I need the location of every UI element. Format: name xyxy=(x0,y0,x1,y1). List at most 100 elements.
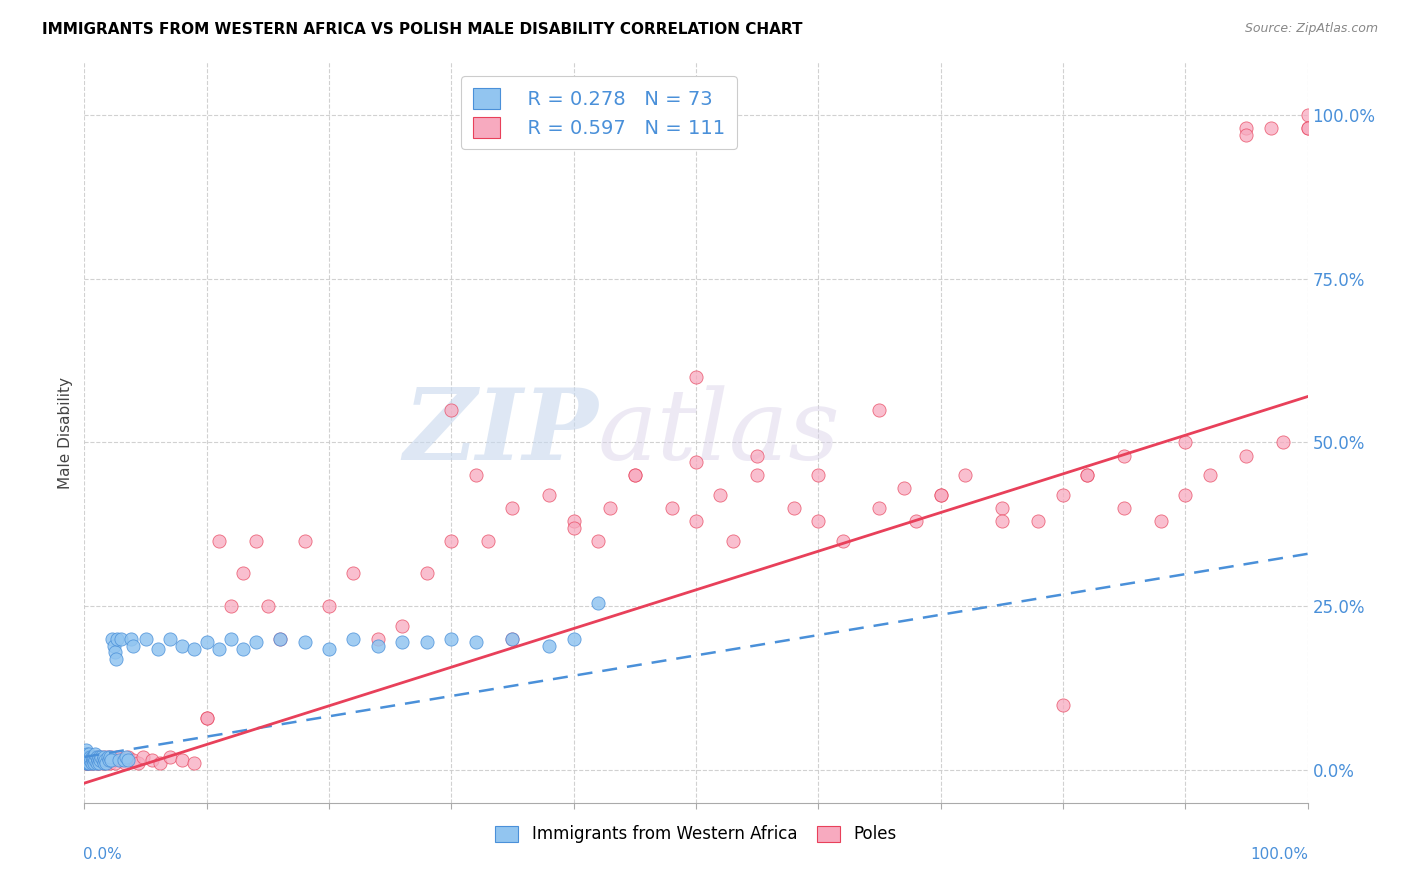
Point xyxy=(245,635,267,649)
Point xyxy=(93,750,115,764)
Point xyxy=(929,488,952,502)
Point xyxy=(79,750,101,764)
Point xyxy=(80,753,103,767)
Point xyxy=(75,750,97,764)
Point xyxy=(79,756,101,771)
Point xyxy=(1114,449,1136,463)
Point xyxy=(685,514,707,528)
Point xyxy=(107,753,129,767)
Point xyxy=(1236,128,1258,142)
Point xyxy=(367,639,389,653)
Point xyxy=(98,756,121,771)
Point xyxy=(269,632,291,646)
Point xyxy=(77,750,100,764)
Point xyxy=(219,599,242,614)
Point xyxy=(146,641,169,656)
Point xyxy=(1198,468,1220,483)
Point xyxy=(562,514,585,528)
Point xyxy=(257,599,280,614)
Point xyxy=(709,488,731,502)
Point xyxy=(114,756,136,771)
Point xyxy=(101,632,124,646)
Text: Source: ZipAtlas.com: Source: ZipAtlas.com xyxy=(1244,22,1378,36)
Point xyxy=(79,753,101,767)
Point xyxy=(599,500,621,515)
Point xyxy=(1260,120,1282,135)
Point xyxy=(75,743,97,757)
Point xyxy=(76,750,98,764)
Point xyxy=(100,753,122,767)
Point xyxy=(318,599,340,614)
Point xyxy=(80,750,103,764)
Point xyxy=(562,521,585,535)
Point xyxy=(807,468,830,483)
Point xyxy=(477,533,499,548)
Point xyxy=(83,753,105,767)
Point xyxy=(110,753,132,767)
Y-axis label: Male Disability: Male Disability xyxy=(58,376,73,489)
Point xyxy=(183,756,205,771)
Point xyxy=(991,500,1014,515)
Text: IMMIGRANTS FROM WESTERN AFRICA VS POLISH MALE DISABILITY CORRELATION CHART: IMMIGRANTS FROM WESTERN AFRICA VS POLISH… xyxy=(42,22,803,37)
Point xyxy=(807,514,830,528)
Point xyxy=(440,533,463,548)
Point xyxy=(77,753,100,767)
Point xyxy=(232,641,254,656)
Point xyxy=(96,756,118,771)
Point xyxy=(391,635,413,649)
Point xyxy=(624,468,647,483)
Point xyxy=(342,632,364,646)
Point xyxy=(721,533,744,548)
Point xyxy=(82,753,104,767)
Point xyxy=(586,533,609,548)
Point xyxy=(87,756,110,771)
Point xyxy=(1114,500,1136,515)
Point xyxy=(1052,698,1074,712)
Point xyxy=(342,566,364,581)
Point xyxy=(135,632,157,646)
Point xyxy=(100,750,122,764)
Point xyxy=(97,750,120,764)
Point xyxy=(149,756,172,771)
Point xyxy=(783,500,806,515)
Point xyxy=(87,756,110,771)
Point xyxy=(1174,488,1197,502)
Point xyxy=(1150,514,1173,528)
Point xyxy=(1052,488,1074,502)
Point xyxy=(89,753,111,767)
Point xyxy=(77,753,100,767)
Point xyxy=(195,711,218,725)
Point xyxy=(94,753,117,767)
Point xyxy=(893,481,915,495)
Point xyxy=(82,750,104,764)
Point xyxy=(76,750,98,764)
Point xyxy=(1076,468,1098,483)
Point xyxy=(90,750,112,764)
Point xyxy=(90,753,112,767)
Point xyxy=(112,753,135,767)
Point xyxy=(84,747,107,761)
Point xyxy=(75,756,97,771)
Point xyxy=(83,750,105,764)
Point xyxy=(269,632,291,646)
Point xyxy=(93,750,115,764)
Point xyxy=(294,635,316,649)
Point xyxy=(77,756,100,771)
Point xyxy=(905,514,928,528)
Point xyxy=(79,750,101,764)
Point xyxy=(440,402,463,417)
Point xyxy=(294,533,316,548)
Legend: Immigrants from Western Africa, Poles: Immigrants from Western Africa, Poles xyxy=(488,819,904,850)
Point xyxy=(159,750,181,764)
Text: ZIP: ZIP xyxy=(404,384,598,481)
Point xyxy=(87,750,110,764)
Point xyxy=(82,756,104,771)
Point xyxy=(1296,120,1319,135)
Point xyxy=(1236,449,1258,463)
Point xyxy=(80,756,103,771)
Point xyxy=(991,514,1014,528)
Point xyxy=(105,651,128,665)
Point xyxy=(77,756,100,771)
Point xyxy=(86,756,108,771)
Point xyxy=(93,756,115,771)
